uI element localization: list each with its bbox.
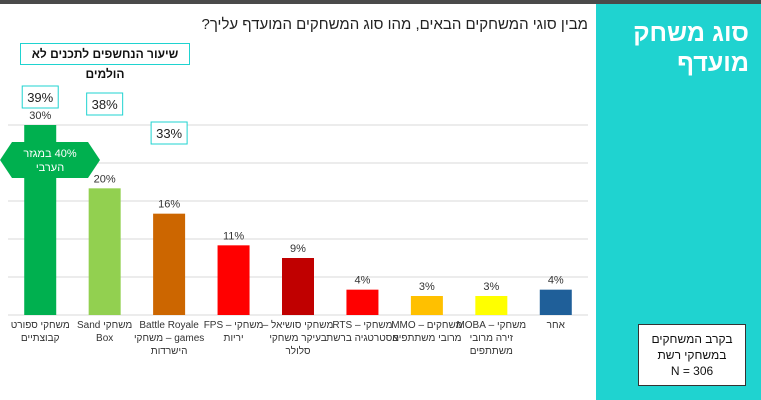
value-label: 4% (354, 275, 370, 287)
value-label: 3% (483, 281, 499, 293)
bar (475, 296, 508, 315)
callout-hexagon (0, 142, 100, 178)
bar (539, 289, 572, 315)
category-label: משתתפים (470, 346, 513, 357)
category-label: מרובי משתתפים (392, 333, 461, 344)
category-label: משחקי סושיאל – (263, 319, 334, 331)
category-label: משחקי ספורט (11, 320, 70, 331)
value-label: 16% (158, 199, 180, 211)
exposure-box (21, 85, 59, 109)
side-panel: סוג משחק מועדף בקרב המשחקים במשחקי רשת N… (596, 4, 761, 400)
category-label: אסטרטגיה ברשת (326, 333, 399, 344)
chart-category-labels: משחקי ספורט קבוצתיים משחקי Sand Box Battle R… (11, 319, 566, 357)
sample-line-1: בקרב המשחקים (651, 332, 733, 346)
value-label: 11% (223, 230, 244, 242)
question-title: מבין סוגי המשחקים הבאים, מהו סוג המשחקים… (201, 16, 589, 33)
category-label: קבוצתיים (21, 333, 60, 344)
side-title: סוג משחק מועדף (633, 19, 749, 77)
category-label: משחקי Sand (77, 320, 132, 331)
exposure-label: 33% (156, 126, 182, 141)
sample-line-2: במשחקי רשת (657, 348, 727, 362)
value-label: 4% (548, 275, 564, 287)
chart-value-labels: 30% 20% 16% 11% 9% 4% 3% 3% 4% (29, 110, 564, 293)
category-label: בעיקר משחקי (269, 333, 326, 344)
category-label: Box (96, 333, 113, 344)
bar (346, 289, 379, 315)
callout-line-2: הערבי (36, 162, 64, 174)
category-label: Battle Royale (139, 320, 199, 331)
category-label: משחקים – MMO (391, 320, 462, 331)
bar-chart: 30% 20% 16% 11% 9% 4% 3% 3% 4% 39% 38% 33% משחקי ס… (0, 85, 588, 357)
exposure-labels: 39% 38% 33% (21, 85, 188, 145)
bar (410, 296, 443, 315)
category-label: זירה מרובי (470, 333, 514, 344)
sample-line-3: N = 306 (670, 364, 714, 378)
exposure-label: 38% (92, 97, 118, 112)
arab-sector-callout: 40% במגזר הערבי (0, 142, 100, 178)
callout-line-1: 40% במגזר (23, 148, 77, 160)
value-label: 30% (29, 110, 51, 122)
category-label: משחקי – FPS (204, 320, 264, 331)
category-label: יריות (224, 333, 244, 344)
sample-box: בקרב המשחקים במשחקי רשת N = 306 (638, 324, 746, 386)
bar (153, 213, 186, 315)
category-label: סלולר (285, 345, 311, 357)
bar (217, 245, 250, 315)
exposure-label: 39% (27, 90, 53, 105)
exposure-box (150, 121, 188, 145)
bar (282, 258, 314, 315)
exposure-box (86, 92, 124, 116)
category-label: משחקי – MOBA (456, 320, 526, 331)
category-label: משחקי – RTS (332, 320, 392, 331)
value-label: 20% (94, 173, 116, 185)
category-label: הישרדות (151, 346, 188, 357)
category-label: אחר (547, 320, 566, 331)
top-bar (0, 0, 761, 4)
bar (88, 188, 121, 315)
value-label: 9% (290, 243, 306, 255)
value-label: 3% (419, 281, 435, 293)
category-label: games – משחקי (134, 333, 204, 344)
legend-box: שיעור הנחשפים לתכנים לא הולמים (20, 43, 190, 81)
